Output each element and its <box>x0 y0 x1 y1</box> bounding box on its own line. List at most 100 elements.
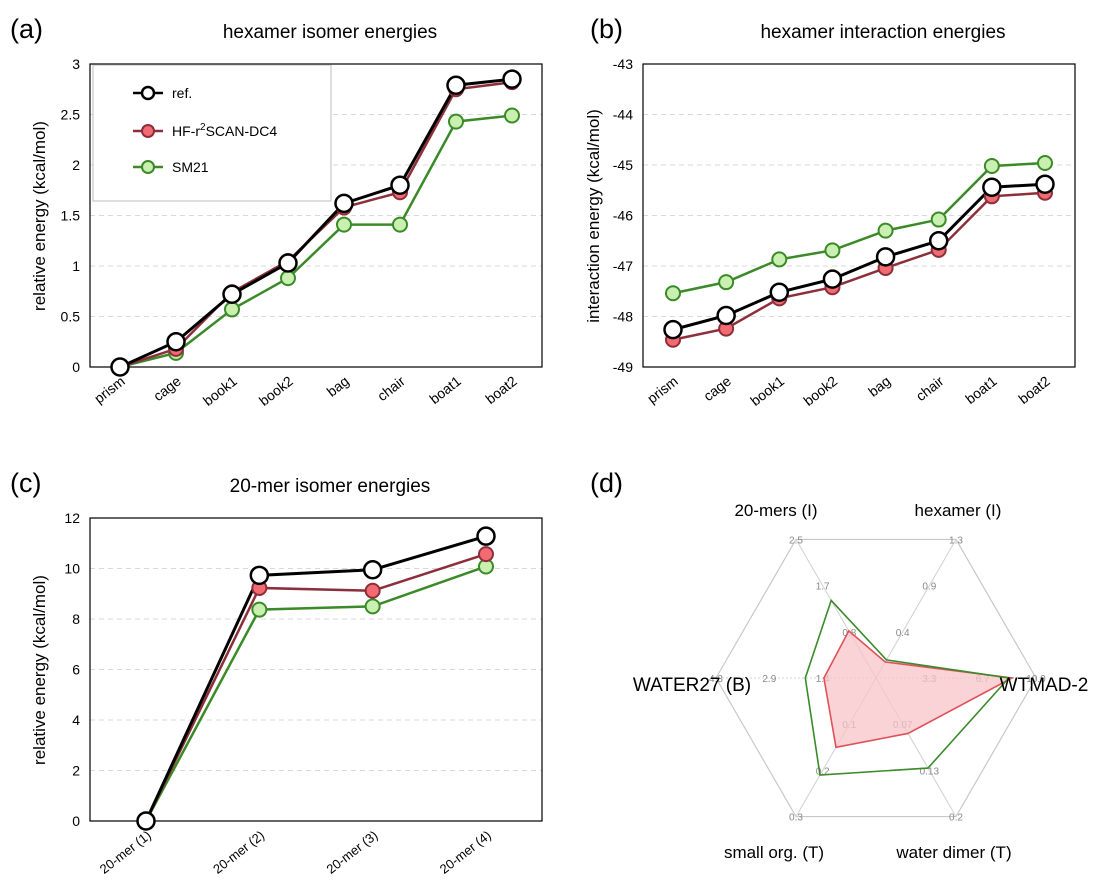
radar-axis-label: water dimer (T) <box>895 843 1011 862</box>
chart-c-series-ref-point <box>249 565 270 586</box>
chart-a-ytick-label: 0.5 <box>61 309 81 325</box>
chart-b-series-ref-point <box>1035 174 1055 194</box>
chart-a-xtick-label: prism <box>91 373 128 407</box>
chart-c-series-ref-point <box>476 526 496 546</box>
radar-tick-label: 0.13 <box>920 766 940 777</box>
radar-series-hf <box>823 629 1015 749</box>
chart-b-series-sm21-point <box>877 222 894 239</box>
chart-b-ylabel: interaction energy (kcal/mol) <box>584 109 603 323</box>
chart-c-xtick-label: 20-mer (3) <box>323 828 380 877</box>
legend: ref. HF-r2SCAN-DC4 SM21 <box>92 64 332 202</box>
radar-series-sm21 <box>804 598 1011 776</box>
chart-b-plot: -49 -48 -47 -46 -45 -44 -43 prism cage book1 book2… <box>613 56 1076 409</box>
chart-a-ytick-label: 0 <box>72 359 80 375</box>
chart-a-xtick-label: boat1 <box>426 373 464 407</box>
chart-b-xtick-label: bag <box>865 373 893 400</box>
chart-b-ytick-label: -47 <box>613 258 633 274</box>
chart-b-ytick-label: -48 <box>613 309 633 325</box>
radar-tick-label: 0.3 <box>789 813 803 824</box>
chart-b-frame <box>642 63 1076 368</box>
chart-b-xtick-label: book2 <box>800 373 840 409</box>
panel-label-b: (b) <box>590 14 623 44</box>
chart-b-series-ref-point <box>982 177 1002 197</box>
chart-c-xtick-label: 20-mer (4) <box>437 828 494 877</box>
radar-tick-label: 4.3 <box>709 674 723 685</box>
chart-a-series-ref-point <box>334 193 354 214</box>
chart-a-series-ref-point <box>110 357 130 377</box>
chart-a-ytick-label: 3 <box>72 56 80 72</box>
chart-d-radar: 0.40.91.33.36.710.00.070.130.20.10.20.31… <box>633 501 1088 862</box>
radar-tick-label: 1.3 <box>949 535 963 546</box>
chart-b-series-sm21-point <box>930 211 947 228</box>
chart-b-series-sm21-point <box>1037 154 1053 171</box>
chart-c-xtick-label: 20-mer (1) <box>97 828 154 877</box>
chart-c-series-ref-point <box>362 560 383 580</box>
chart-a-series-sm21-point <box>504 107 520 124</box>
radar-axis-label: small org. (T) <box>724 843 824 862</box>
chart-c-ytick-label: 4 <box>72 712 80 728</box>
chart-c-series-ref-point <box>136 811 156 831</box>
chart-c-series-hf-line <box>144 552 487 822</box>
chart-b-xtick-label: prism <box>644 373 681 407</box>
radar-axis-label: hexamer (I) <box>915 501 1002 520</box>
chart-a-title: hexamer isomer energies <box>223 22 437 43</box>
radar-tick-label: 1.7 <box>816 582 830 593</box>
chart-c-ytick-label: 0 <box>72 813 80 829</box>
chart-a-xtick-label: bag <box>324 373 352 400</box>
chart-b-series-ref-point <box>875 247 896 267</box>
chart-a-xtick-label: cage <box>150 373 184 404</box>
chart-b-series-ref-point <box>716 305 736 326</box>
legend-hf-marker <box>141 124 155 138</box>
chart-a-ytick-label: 1 <box>72 258 80 274</box>
radar-axis-label: 20-mers (I) <box>734 501 817 520</box>
panel-label-a: (a) <box>10 14 43 44</box>
chart-b-series-ref-point <box>822 269 843 289</box>
chart-c-ylabel: relative energy (kcal/mol) <box>30 575 49 765</box>
chart-b-xtick-label: book1 <box>747 373 787 409</box>
legend-hf-label: HF-r2SCAN-DC4 <box>172 122 277 139</box>
chart-a-series-ref-point <box>278 253 298 273</box>
chart-c-plot: 0 2 4 6 8 10 12 20-mer (1) 20-mer (2) 20-mer (3) 2… <box>64 510 543 877</box>
radar-axis-label: WATER27 (B) <box>633 675 751 696</box>
chart-b-series-sm21-point <box>983 158 1000 175</box>
panel-label-d: (d) <box>590 468 623 498</box>
panel-label-c: (c) <box>10 468 41 498</box>
chart-a-series-sm21-point <box>336 216 352 233</box>
chart-b-ytick-label: -43 <box>613 56 633 72</box>
chart-a-xtick-label: book1 <box>200 373 240 409</box>
chart-a-xtick-label: book2 <box>256 373 296 409</box>
chart-c-ytick-label: 6 <box>72 662 80 678</box>
chart-a-series-ref-point <box>390 175 410 195</box>
legend-sm21-marker <box>141 160 155 174</box>
chart-c-series-hf-point <box>478 546 494 563</box>
chart-c-series-sm21-point <box>251 601 268 618</box>
chart-c-ytick-label: 8 <box>72 611 80 627</box>
chart-c-ytick-label: 2 <box>72 763 80 779</box>
chart-a-series-sm21-point <box>392 216 408 233</box>
chart-b-xtick-label: chair <box>913 373 947 404</box>
chart-a-ytick-label: 2 <box>72 157 80 173</box>
legend-ref-marker <box>140 85 156 101</box>
chart-b-series-ref-point <box>769 282 790 303</box>
chart-a-series-sm21-point <box>280 270 296 287</box>
chart-a-xtick-label: boat2 <box>482 373 520 407</box>
chart-c-series-sm21-point <box>364 598 381 615</box>
chart-a-series-ref-point <box>502 69 522 89</box>
chart-c-xtick-label: 20-mer (2) <box>210 828 267 877</box>
chart-b-series-sm21-point <box>718 274 735 291</box>
chart-b-xtick-label: boat1 <box>962 373 1000 407</box>
chart-c-ytick-label: 10 <box>64 561 80 577</box>
chart-b-series-hf-line <box>672 191 1046 341</box>
legend-ref-label: ref. <box>172 85 192 101</box>
radar-tick-label: 2.5 <box>789 535 803 546</box>
chart-a-series-ref-point <box>166 332 186 352</box>
chart-c-series-ref-line <box>144 534 487 822</box>
chart-b-xtick-label: cage <box>700 373 734 404</box>
chart-a-xtick-label: chair <box>374 373 408 404</box>
radar-tick-label: 0.4 <box>896 628 910 639</box>
chart-c-title: 20-mer isomer energies <box>230 476 431 497</box>
chart-a-series-sm21-point <box>448 113 464 130</box>
radar-tick-label: 1.4 <box>816 674 830 685</box>
chart-a-series-sm21-line <box>119 114 513 369</box>
